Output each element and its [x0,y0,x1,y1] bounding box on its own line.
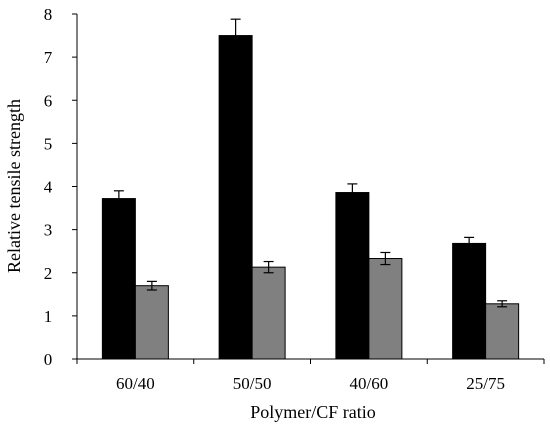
axes-group [72,13,545,364]
error-bar-50-50-series-1 [230,18,241,36]
error-bar-25-75-series-1 [464,236,475,244]
bar-50-50-series-2 [251,266,286,360]
y-tick-label-2: 2 [44,264,53,283]
x-axis-title: Polymer/CF ratio [250,402,376,422]
y-tick-label-6: 6 [44,91,53,110]
x-tick-label-40-60: 40/60 [350,374,389,393]
bar-40-60-series-1 [335,192,370,360]
bar-60-40-series-1 [101,198,136,360]
bar-40-60-series-2 [368,258,403,360]
error-bar-40-60-series-1 [347,183,358,193]
error-bar-40-60-series-2 [380,251,391,266]
bar-60-40-series-2 [134,285,169,360]
bar-25-75-series-1 [452,242,487,360]
tick-labels-group: 60/40 50/50 40/60 25/75 0 1 2 3 4 5 6 7 8 [44,5,505,393]
y-tick-label-0: 0 [44,350,53,369]
error-bar-60-40-series-2 [146,280,157,291]
x-tick-label-60-40: 60/40 [116,374,155,393]
bar-25-75-series-2 [485,303,520,360]
error-bar-50-50-series-2 [263,260,274,274]
y-tick-label-3: 3 [44,221,53,240]
y-tick-label-8: 8 [44,5,53,24]
y-tick-label-4: 4 [44,178,53,197]
y-tick-label-1: 1 [44,307,53,326]
bars-group [101,35,520,360]
bar-50-50-series-1 [218,35,253,360]
y-tick-label-7: 7 [44,48,53,67]
error-bar-60-40-series-1 [113,190,124,199]
error-bar-25-75-series-2 [497,300,508,308]
error-bars-group [113,18,508,308]
y-tick-label-5: 5 [44,134,53,153]
x-tick-label-25-75: 25/75 [466,374,505,393]
x-tick-label-50-50: 50/50 [233,374,272,393]
y-axis-title: Relative tensile strength [4,99,24,273]
